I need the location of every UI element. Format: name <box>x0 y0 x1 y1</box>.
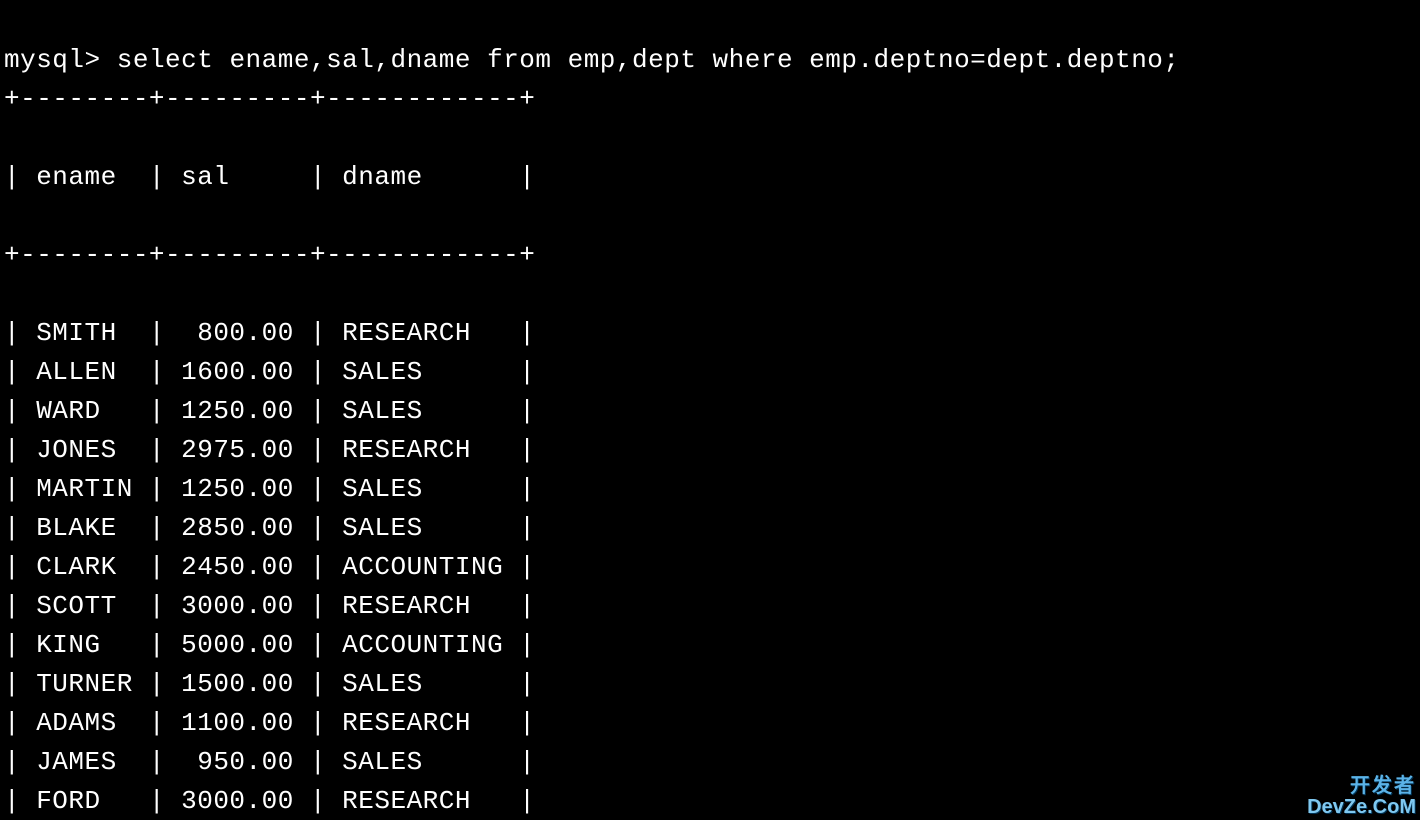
mysql-terminal[interactable]: mysql> select ename,sal,dname from emp,d… <box>0 0 1420 820</box>
sql-query: select ename,sal,dname from emp,dept whe… <box>117 45 1180 75</box>
table-border-top: +--------+---------+------------+ <box>4 80 1416 119</box>
mysql-prompt: mysql> <box>4 45 101 75</box>
watermark-line2: DevZe.CoM <box>1307 797 1416 818</box>
watermark: 开发者 DevZe.CoM <box>1307 776 1416 818</box>
watermark-line1: 开发者 <box>1307 776 1416 797</box>
table-body: | SMITH | 800.00 | RESEARCH | | ALLEN | … <box>4 314 1416 820</box>
table-header-row: | ename | sal | dname | <box>4 158 1416 197</box>
table-border-mid: +--------+---------+------------+ <box>4 236 1416 275</box>
